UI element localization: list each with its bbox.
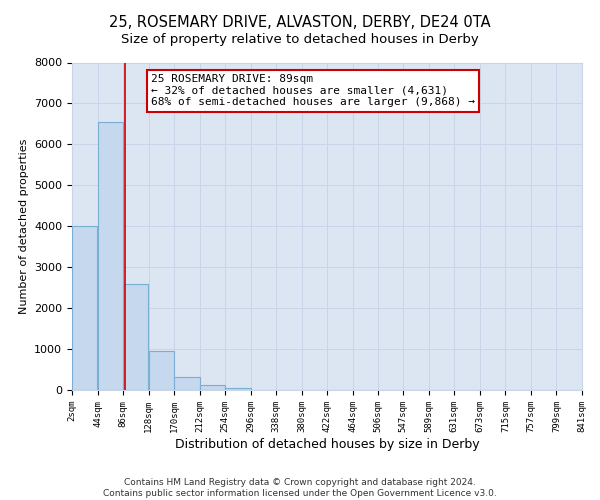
Bar	[149, 351, 174, 390]
Text: Size of property relative to detached houses in Derby: Size of property relative to detached ho…	[121, 32, 479, 46]
Bar	[174, 378, 199, 390]
Text: 25 ROSEMARY DRIVE: 89sqm
← 32% of detached houses are smaller (4,631)
68% of sem: 25 ROSEMARY DRIVE: 89sqm ← 32% of detach…	[151, 74, 475, 107]
Bar	[72, 226, 97, 390]
Text: Contains HM Land Registry data © Crown copyright and database right 2024.
Contai: Contains HM Land Registry data © Crown c…	[103, 478, 497, 498]
Bar	[200, 385, 225, 390]
Bar	[226, 388, 251, 390]
Y-axis label: Number of detached properties: Number of detached properties	[19, 138, 29, 314]
Bar	[98, 122, 123, 390]
Text: 25, ROSEMARY DRIVE, ALVASTON, DERBY, DE24 0TA: 25, ROSEMARY DRIVE, ALVASTON, DERBY, DE2…	[109, 15, 491, 30]
Bar	[123, 284, 148, 390]
X-axis label: Distribution of detached houses by size in Derby: Distribution of detached houses by size …	[175, 438, 479, 450]
